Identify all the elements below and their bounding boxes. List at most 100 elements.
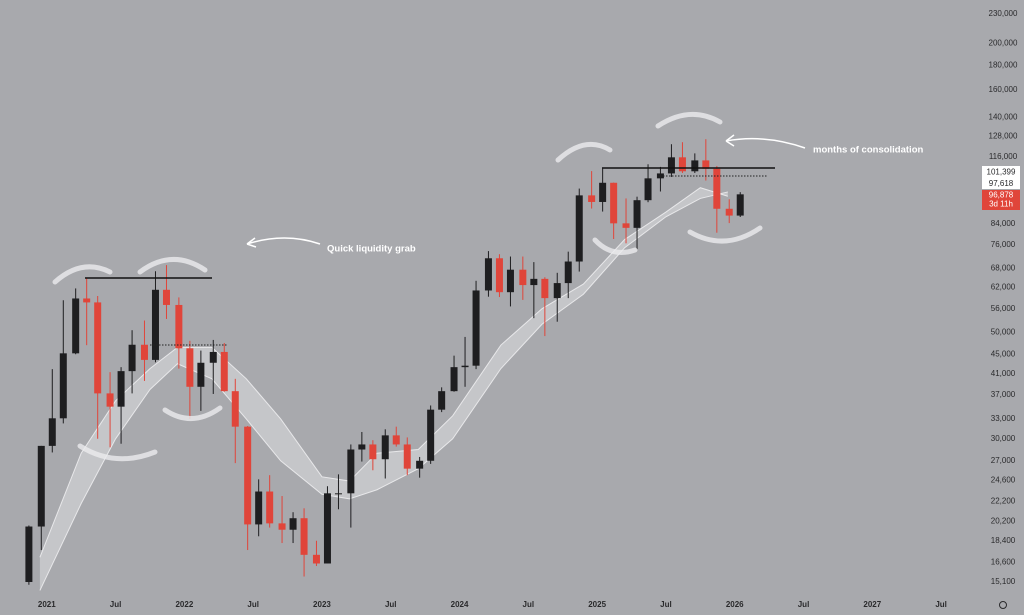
candle-body [622,223,630,228]
highlight-arc [592,237,638,255]
highlight-arc [655,111,723,129]
candle-body [128,344,136,372]
price-label-box [982,178,1020,189]
y-tick-label: 62,000 [991,283,1016,292]
band-upper [39,187,728,558]
candle-body [381,435,389,460]
x-tick-label: Jul [247,600,259,609]
candle-body [72,298,80,354]
candle-body [220,351,228,392]
y-tick-label: 128,000 [989,131,1018,140]
candle-body [403,444,411,469]
candle-body [323,493,331,564]
x-tick-label: Jul [523,600,535,609]
candle-body [300,518,308,555]
candle-body [713,168,721,209]
candle-body [162,289,170,305]
candle-body [117,371,125,407]
y-tick-label: 22,200 [991,497,1016,506]
candle-body [506,269,514,293]
y-tick-label: 76,000 [991,240,1016,249]
y-tick-label: 200,000 [989,38,1018,47]
candle-body [450,367,458,392]
arrow [246,237,321,248]
candle-body [186,348,194,387]
candle-body [530,278,538,286]
candle-body [633,200,641,228]
candle-body [438,391,446,410]
candle-body [725,208,733,216]
candle-body [416,460,424,469]
y-tick-label: 37,000 [991,390,1016,399]
candle-body [575,195,583,262]
x-tick-label: 2027 [863,600,881,609]
x-tick-label: 2026 [726,600,744,609]
candle-body [334,493,342,495]
x-tick-label: Jul [798,600,810,609]
candle-body [244,426,252,525]
x-tick-label: Jul [110,600,122,609]
candle-body [255,491,263,525]
price-label: 96,878 [989,191,1014,200]
candle-body [266,491,274,524]
y-tick-label: 45,000 [991,349,1016,358]
candle-body [427,409,435,461]
candle-body [289,518,297,530]
x-tick-label: 2025 [588,600,606,609]
candle-body [48,418,56,446]
y-tick-label: 230,000 [989,9,1018,18]
y-tick-label: 16,600 [991,557,1016,566]
y-tick-label: 116,000 [989,152,1018,161]
y-tick-label: 33,000 [991,414,1016,423]
candle-body [175,304,183,349]
x-tick-label: 2024 [451,600,469,609]
candle-body [25,526,33,582]
x-tick-label: 2023 [313,600,331,609]
y-tick-label: 41,000 [991,369,1016,378]
candle-body [472,290,480,366]
candle-body [564,261,572,284]
y-tick-label: 68,000 [991,263,1016,272]
highlight-arc [77,443,158,462]
candle-body [94,302,102,394]
candle-body [495,258,503,293]
candle-body [644,178,652,201]
y-tick-label: 84,000 [991,219,1016,228]
y-tick-label: 27,000 [991,456,1016,465]
highlight-arc [555,141,613,163]
price-label: 97,618 [989,179,1014,188]
candle-body [702,160,710,169]
settings-icon[interactable] [999,601,1007,609]
candle-body [392,435,400,445]
candle-body [278,523,286,530]
candle-body [209,351,217,363]
candle-body [667,157,675,174]
candle-body [519,269,527,286]
y-tick-label: 24,600 [991,475,1016,484]
price-label-box [982,190,1020,210]
candle-body [553,283,561,299]
candle-body [231,391,239,427]
price-label: 101,399 [987,168,1016,177]
candle-body [37,445,45,527]
candle-body [59,353,67,419]
annotation: Quick liquidity grab [327,244,416,255]
candle-body [140,344,148,360]
candles [25,139,744,585]
candle-body [484,258,492,291]
candle-body [599,182,607,202]
x-tick-label: 2021 [38,600,56,609]
candle-body [369,444,377,460]
highlight-arc [162,405,223,421]
x-tick-label: Jul [660,600,672,609]
candle-body [541,278,549,299]
x-tick-label: Jul [935,600,947,609]
candle-body [312,554,320,564]
candle-body [358,444,366,450]
candle-body [588,195,596,202]
x-tick-label: 2022 [175,600,193,609]
y-tick-label: 20,200 [991,516,1016,525]
candle-body [691,160,699,172]
